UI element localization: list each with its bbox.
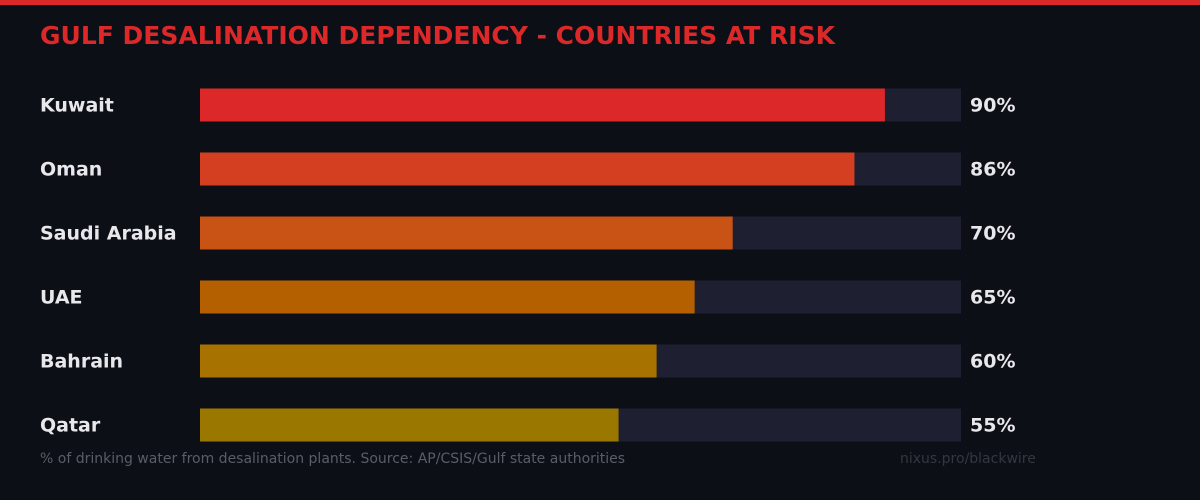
value-label: 55% (970, 415, 1015, 437)
value-label: 65% (970, 287, 1015, 309)
chart-title: GULF DESALINATION DEPENDENCY - COUNTRIES… (40, 21, 837, 50)
value-label: 70% (970, 223, 1015, 245)
top-accent (0, 0, 1200, 5)
bar (200, 216, 733, 250)
bar (200, 344, 657, 378)
category-label: Kuwait (40, 95, 114, 117)
bar (200, 408, 619, 442)
bar (200, 152, 855, 186)
category-label: Qatar (40, 415, 101, 437)
footnote: % of drinking water from desalination pl… (40, 451, 625, 467)
credit: nixus.pro/blackwire (900, 451, 1036, 467)
category-label: UAE (40, 287, 83, 309)
category-label: Saudi Arabia (40, 223, 177, 245)
category-label: Bahrain (40, 351, 123, 373)
bar (200, 280, 695, 314)
value-label: 86% (970, 159, 1015, 181)
category-label: Oman (40, 159, 102, 181)
value-label: 90% (970, 95, 1015, 117)
bar (200, 88, 885, 122)
value-label: 60% (970, 351, 1015, 373)
